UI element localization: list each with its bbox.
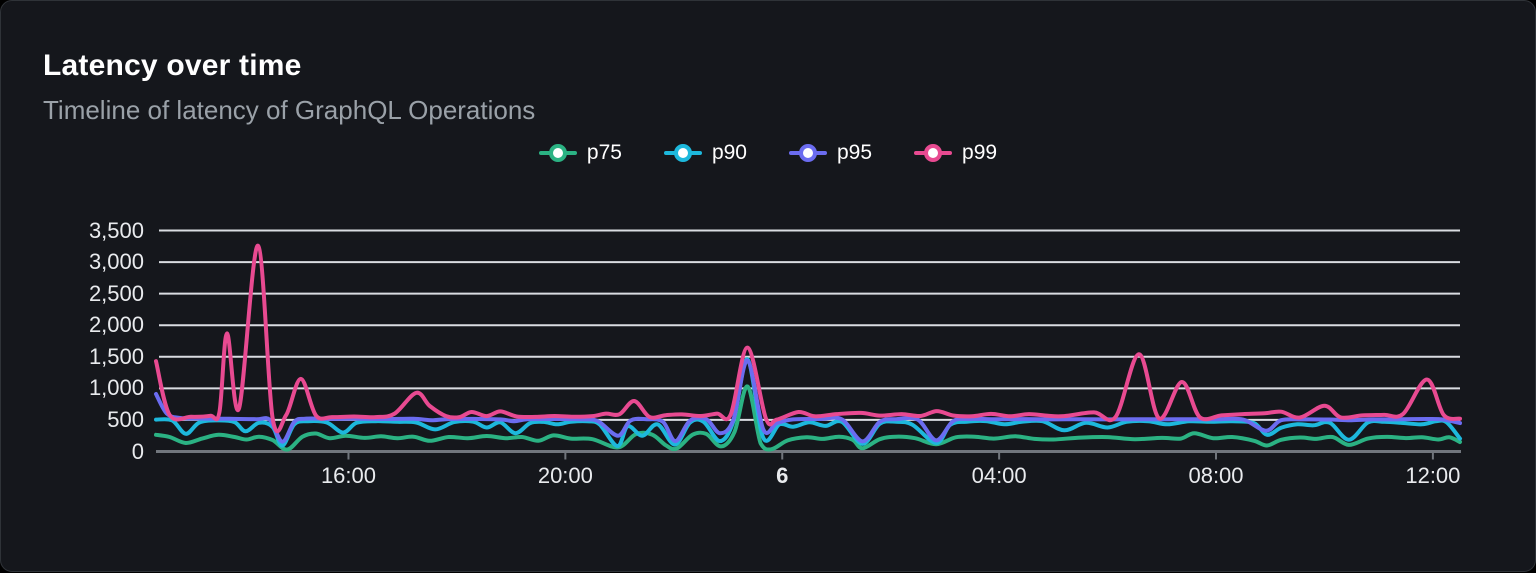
chart-legend: p75 p90 p95 p99 [1,141,1535,165]
legend-marker-dot [924,144,943,162]
legend-item-p90[interactable]: p90 [663,141,747,165]
page-subtitle: Timeline of latency of GraphQL Operation… [43,95,536,125]
y-axis-label: 2,000 [88,312,144,338]
series-line-p75[interactable] [154,384,1462,452]
series-line-p90[interactable] [154,357,1462,449]
page-title: Latency over time [43,49,302,82]
y-axis-label: 0 [131,438,144,464]
y-axis-label: 1,000 [88,375,144,401]
legend-marker-dot [673,144,692,162]
y-axis-label: 500 [107,406,144,432]
x-axis-label: 04:00 [971,463,1027,488]
series-line-p99[interactable] [154,243,1462,434]
x-axis-label: 20:00 [537,463,593,488]
x-axis-label: 16:00 [320,463,376,488]
legend-label: p75 [586,141,622,164]
legend-item-p75[interactable]: p75 [538,141,622,165]
y-axis-label: 3,500 [88,217,144,243]
legend-item-p95[interactable]: p95 [789,141,872,165]
legend-series-marker-icon [914,143,953,163]
legend-marker-dot [548,144,567,162]
legend-label: p90 [711,141,747,164]
legend-series-marker-icon [663,143,702,163]
y-axis-label: 3,000 [88,249,144,275]
legend-marker-dot [799,144,817,162]
legend-series-marker-icon [789,143,827,163]
legend-series-marker-icon [538,143,577,163]
y-axis-label: 1,500 [88,343,144,369]
legend-item-p99[interactable]: p99 [914,141,997,165]
legend-label: p95 [837,141,873,164]
x-axis-label: 08:00 [1188,463,1244,488]
x-axis-label: 12:00 [1405,463,1461,488]
series-line-p95[interactable] [154,358,1462,444]
y-axis-label: 2,500 [88,280,144,306]
legend-label: p99 [962,141,998,164]
x-axis-label: 6 [776,463,789,488]
